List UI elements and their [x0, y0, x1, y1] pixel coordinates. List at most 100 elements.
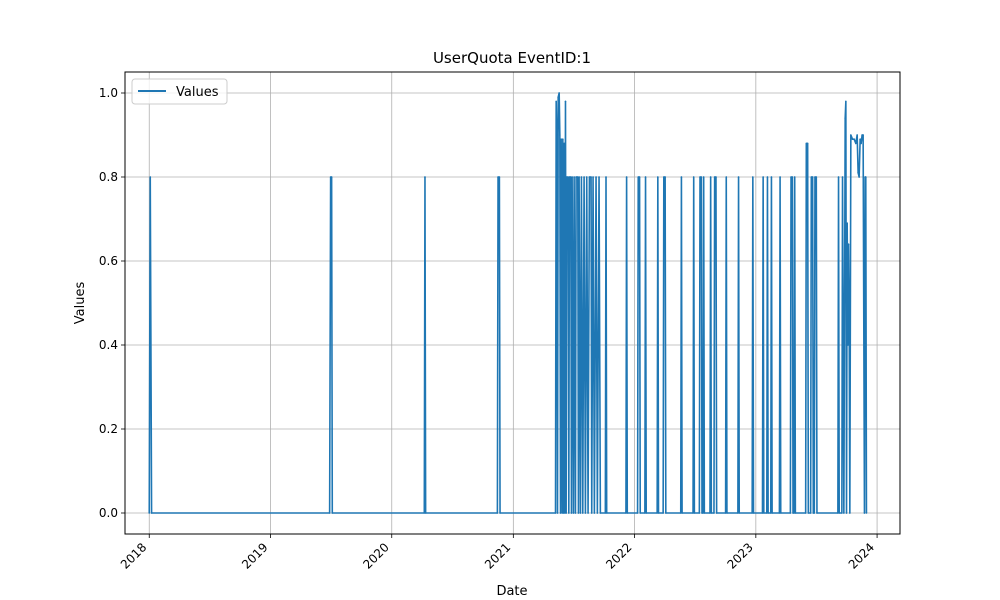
legend: Values: [131, 78, 228, 105]
data-point: [793, 512, 795, 514]
data-point: [568, 176, 571, 178]
legend-box: [131, 78, 228, 105]
data-point: [595, 176, 597, 178]
data-point: [424, 176, 426, 178]
data-point: [638, 176, 641, 178]
data-point: [567, 176, 569, 178]
data-point: [330, 176, 333, 178]
data-point: [588, 176, 591, 178]
data-point: [715, 512, 718, 514]
data-point: [605, 176, 607, 178]
data-point: [583, 176, 585, 178]
data-point: [862, 134, 864, 136]
data-point: [771, 512, 773, 514]
data-point: [805, 142, 808, 145]
data-point: [864, 176, 867, 178]
data-point: [778, 512, 781, 514]
data-point: [713, 512, 715, 514]
x-axis-label: Date: [496, 584, 527, 599]
data-point: [762, 176, 764, 178]
data-point: [644, 176, 647, 178]
y-tick-label: 0.2: [99, 422, 118, 436]
grid-lines: [125, 72, 900, 534]
data-point: [656, 512, 658, 514]
data-point: [636, 512, 639, 514]
data-point: [626, 512, 629, 514]
data-point: [710, 512, 713, 514]
data-point: [726, 512, 728, 514]
data-point: [150, 512, 153, 514]
data-point: [811, 176, 814, 178]
data-point: [604, 512, 607, 514]
data-point: [794, 512, 797, 514]
data-point: [693, 512, 696, 514]
data-point: [863, 512, 866, 514]
data-point: [837, 176, 840, 178]
data-point: [571, 176, 573, 178]
data-point: [737, 176, 740, 178]
data-point: [814, 176, 816, 178]
data-point: [562, 138, 564, 140]
data-point: [575, 176, 577, 178]
data-point: [561, 512, 563, 514]
data-point: [702, 512, 704, 514]
data-point: [556, 512, 559, 514]
chart-title: UserQuota EventID:1: [433, 49, 591, 67]
data-point: [853, 138, 855, 140]
data-point: [625, 512, 627, 514]
data-point: [639, 512, 642, 514]
data-point: [709, 512, 711, 514]
data-point: [767, 512, 769, 514]
data-point: [858, 176, 860, 178]
data-point: [562, 512, 565, 514]
data-point: [806, 142, 809, 145]
data-point: [699, 176, 701, 178]
data-point: [637, 176, 640, 178]
data-point: [804, 512, 807, 514]
data-point: [841, 512, 843, 514]
data-point: [645, 512, 648, 514]
data-point: [663, 176, 665, 178]
data-point: [557, 96, 559, 98]
data-point: [738, 512, 741, 514]
data-point: [725, 176, 728, 178]
data-point: [843, 512, 845, 514]
data-point: [860, 142, 862, 145]
data-point: [564, 100, 567, 103]
data-point: [763, 512, 765, 514]
data-point: [815, 176, 818, 178]
data-point: [497, 176, 499, 178]
data-point: [499, 512, 501, 514]
data-point: [859, 138, 861, 140]
data-point: [703, 512, 706, 514]
data-point: [423, 512, 426, 514]
data-point: [847, 243, 850, 245]
data-point: [692, 176, 695, 178]
data-point: [584, 512, 587, 514]
data-point: [851, 138, 854, 140]
data-point: [789, 512, 792, 514]
legend-label: Values: [176, 85, 219, 100]
data-point: [751, 512, 753, 514]
data-point: [599, 512, 602, 514]
data-point: [692, 512, 694, 514]
data-point: [698, 512, 701, 514]
data-point: [559, 134, 561, 136]
data-point: [644, 512, 646, 514]
data-point: [148, 512, 151, 514]
data-point: [580, 176, 583, 178]
data-point: [807, 512, 810, 514]
data-point: [702, 176, 705, 178]
data-point: [577, 512, 580, 514]
data-point: [556, 134, 558, 136]
data-point: [578, 176, 580, 178]
data-point: [585, 176, 588, 178]
data-point: [579, 512, 582, 514]
data-point: [765, 512, 768, 514]
data-point: [574, 512, 577, 514]
data-point: [563, 142, 565, 145]
data-point: [679, 512, 682, 514]
data-point: [715, 176, 717, 178]
data-point: [496, 512, 499, 514]
data-point: [766, 176, 769, 178]
